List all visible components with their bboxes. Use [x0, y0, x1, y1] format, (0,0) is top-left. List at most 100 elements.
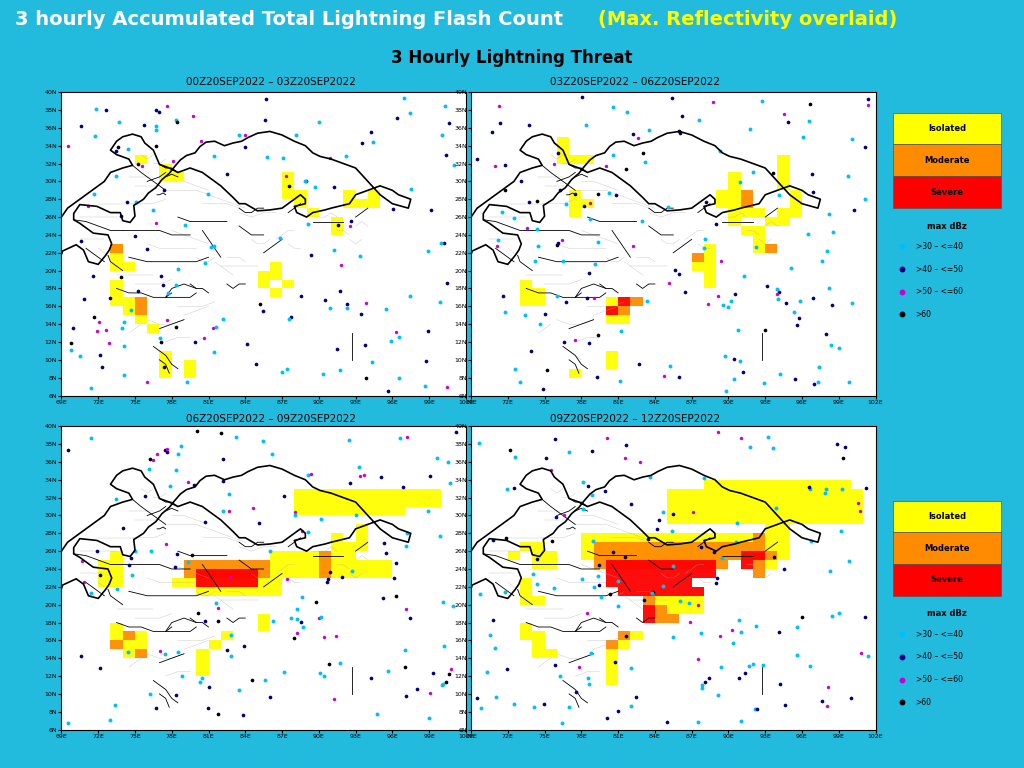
- Bar: [643, 551, 655, 560]
- Bar: [716, 498, 728, 507]
- Bar: [123, 641, 135, 649]
- Bar: [355, 498, 368, 507]
- Point: [497, 586, 513, 598]
- Point: [579, 292, 595, 304]
- Point: [257, 114, 273, 126]
- Bar: [209, 569, 221, 578]
- Point: [85, 270, 101, 282]
- Point: [484, 125, 501, 137]
- Bar: [691, 604, 703, 614]
- Bar: [618, 551, 631, 560]
- Point: [610, 574, 627, 587]
- Point: [659, 200, 676, 213]
- Bar: [631, 569, 643, 578]
- Point: [487, 642, 504, 654]
- Point: [180, 475, 197, 488]
- Point: [251, 517, 267, 529]
- Point: [165, 154, 181, 167]
- Point: [281, 313, 297, 326]
- Bar: [532, 289, 545, 297]
- Bar: [668, 551, 679, 560]
- Point: [666, 560, 682, 572]
- Bar: [594, 560, 606, 569]
- Point: [765, 442, 781, 455]
- Point: [856, 611, 872, 624]
- Bar: [197, 560, 209, 569]
- Bar: [294, 190, 306, 199]
- Bar: [691, 262, 703, 270]
- Text: Moderate: Moderate: [925, 156, 970, 165]
- Bar: [520, 289, 532, 297]
- Point: [645, 586, 662, 598]
- Point: [506, 362, 522, 375]
- Point: [857, 482, 873, 495]
- Bar: [594, 542, 606, 551]
- Bar: [643, 614, 655, 623]
- Point: [736, 667, 753, 679]
- Bar: [368, 507, 380, 515]
- Point: [587, 257, 603, 270]
- Point: [435, 596, 452, 608]
- Bar: [582, 542, 594, 551]
- Point: [389, 112, 406, 124]
- Point: [824, 300, 841, 312]
- Point: [180, 556, 197, 568]
- Bar: [716, 199, 728, 208]
- Point: [141, 687, 158, 700]
- Text: 03Z20SEP2022 – 06Z20SEP2022: 03Z20SEP2022 – 06Z20SEP2022: [550, 77, 720, 88]
- Point: [506, 482, 522, 494]
- Point: [512, 376, 528, 388]
- Bar: [520, 578, 532, 587]
- Point: [82, 382, 98, 394]
- Bar: [380, 560, 392, 569]
- Point: [692, 541, 709, 553]
- Point: [497, 159, 513, 171]
- Point: [92, 569, 109, 581]
- Point: [591, 558, 607, 571]
- Point: [316, 631, 333, 643]
- Point: [420, 505, 436, 518]
- Bar: [753, 533, 765, 542]
- Point: [397, 603, 414, 615]
- Point: [316, 294, 333, 306]
- Point: [62, 337, 79, 349]
- Point: [148, 448, 165, 460]
- Point: [802, 660, 818, 672]
- Point: [497, 306, 513, 318]
- Bar: [716, 190, 728, 199]
- Bar: [643, 560, 655, 569]
- Bar: [716, 507, 728, 515]
- Point: [481, 629, 498, 641]
- Point: [59, 140, 76, 152]
- Point: [127, 230, 143, 242]
- Point: [94, 361, 111, 373]
- Bar: [111, 244, 123, 253]
- Point: [800, 228, 816, 240]
- Bar: [777, 181, 790, 190]
- Bar: [209, 641, 221, 649]
- Point: [357, 339, 374, 352]
- Point: [727, 288, 743, 300]
- Bar: [703, 569, 716, 578]
- Point: [376, 537, 392, 549]
- Bar: [246, 587, 258, 596]
- Point: [488, 690, 505, 703]
- Bar: [777, 507, 790, 515]
- Point: [769, 288, 785, 300]
- Point: [326, 181, 342, 194]
- Bar: [343, 507, 355, 515]
- Bar: [893, 564, 1001, 596]
- Bar: [668, 551, 679, 560]
- Point: [157, 184, 173, 197]
- Bar: [631, 551, 643, 560]
- Bar: [111, 578, 123, 587]
- Point: [574, 91, 591, 103]
- Bar: [753, 480, 765, 488]
- Point: [634, 147, 650, 159]
- Point: [817, 487, 834, 499]
- Point: [605, 101, 622, 114]
- Bar: [765, 533, 777, 542]
- Bar: [618, 542, 631, 551]
- Point: [625, 240, 641, 253]
- Point: [838, 440, 854, 452]
